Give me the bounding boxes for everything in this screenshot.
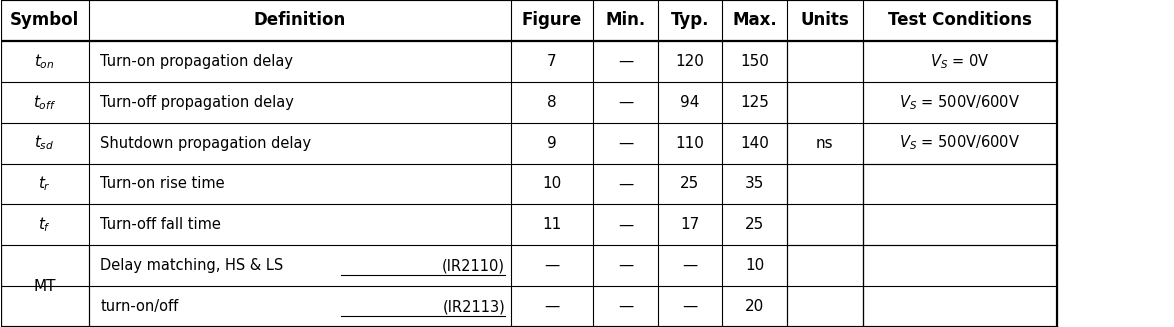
Text: $V_S$ = 0V: $V_S$ = 0V	[930, 52, 990, 71]
Text: Definition: Definition	[254, 11, 346, 29]
Text: 8: 8	[547, 95, 556, 110]
Text: $V_S$ = 500V/600V: $V_S$ = 500V/600V	[899, 134, 1020, 152]
Bar	[0, 245, 88, 327]
Text: —: —	[618, 299, 633, 314]
Text: turn-on/off: turn-on/off	[100, 299, 178, 314]
Text: Turn-off fall time: Turn-off fall time	[100, 217, 221, 232]
Text: Symbol: Symbol	[9, 11, 79, 29]
Text: Shutdown propagation delay: Shutdown propagation delay	[100, 136, 311, 150]
Text: (IR2110): (IR2110)	[443, 258, 505, 273]
Text: Turn-on propagation delay: Turn-on propagation delay	[100, 54, 294, 69]
Text: 7: 7	[547, 54, 556, 69]
Text: Min.: Min.	[606, 11, 646, 29]
Text: —: —	[682, 258, 697, 273]
Text: —: —	[618, 217, 633, 232]
Text: 120: 120	[675, 54, 704, 69]
Text: Typ.: Typ.	[670, 11, 709, 29]
Text: $t_{off}$: $t_{off}$	[33, 93, 56, 112]
Text: $t_f$: $t_f$	[38, 215, 50, 234]
Text: ns: ns	[816, 136, 834, 150]
Text: 150: 150	[740, 54, 769, 69]
Text: —: —	[545, 258, 560, 273]
Text: —: —	[618, 177, 633, 191]
Text: 25: 25	[744, 217, 764, 232]
Text: Test Conditions: Test Conditions	[888, 11, 1032, 29]
Text: —: —	[682, 299, 697, 314]
Text: 11: 11	[542, 217, 561, 232]
Bar	[863, 245, 1057, 327]
Text: (IR2113): (IR2113)	[443, 299, 505, 314]
Text: —: —	[545, 299, 560, 314]
Text: 20: 20	[744, 299, 764, 314]
Text: Max.: Max.	[733, 11, 777, 29]
Text: $t_r$: $t_r$	[38, 175, 50, 193]
Text: $t_{sd}$: $t_{sd}$	[34, 134, 55, 152]
Text: —: —	[618, 95, 633, 110]
Text: Units: Units	[801, 11, 849, 29]
Text: Figure: Figure	[522, 11, 582, 29]
Text: 9: 9	[547, 136, 556, 150]
Text: $t_{on}$: $t_{on}$	[34, 52, 55, 71]
Text: $V_S$ = 500V/600V: $V_S$ = 500V/600V	[899, 93, 1020, 112]
Text: 10: 10	[542, 177, 561, 191]
Text: 10: 10	[744, 258, 764, 273]
Bar	[787, 41, 863, 245]
Text: 110: 110	[675, 136, 704, 150]
Text: —: —	[618, 136, 633, 150]
Text: 35: 35	[744, 177, 764, 191]
Text: Delay matching, HS & LS: Delay matching, HS & LS	[100, 258, 283, 273]
Text: —: —	[618, 54, 633, 69]
Text: 17: 17	[680, 217, 700, 232]
Text: —: —	[618, 258, 633, 273]
Bar	[787, 245, 863, 327]
Text: Turn-on rise time: Turn-on rise time	[100, 177, 225, 191]
Text: 140: 140	[740, 136, 769, 150]
Bar	[863, 164, 1057, 245]
Text: 125: 125	[740, 95, 769, 110]
Text: 94: 94	[680, 95, 700, 110]
Text: Turn-off propagation delay: Turn-off propagation delay	[100, 95, 295, 110]
Text: 25: 25	[680, 177, 700, 191]
Text: MT: MT	[33, 279, 55, 294]
